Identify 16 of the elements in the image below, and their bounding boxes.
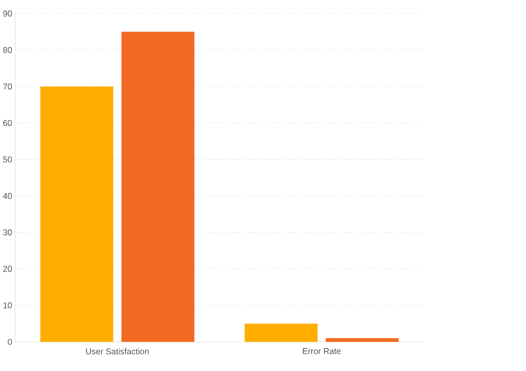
y-tick-label: 50 [3, 156, 12, 162]
y-tick-label: 0 [8, 338, 12, 345]
y-tick-label: 40 [3, 192, 12, 199]
bar [326, 338, 399, 342]
y-tick-label: 20 [3, 266, 12, 272]
y-tick-label: 30 [3, 229, 12, 236]
y-tick-label: 60 [3, 120, 12, 126]
y-tick-label: 70 [3, 83, 12, 90]
x-tick-label: User Satisfaction [86, 348, 149, 354]
bar [40, 86, 114, 342]
y-tick-label: 10 [3, 302, 12, 308]
bar [244, 323, 318, 342]
y-tick-label: 80 [3, 46, 12, 53]
bar [121, 32, 194, 342]
y-tick-label: 90 [3, 10, 12, 16]
x-tick-label: Error Rate [302, 348, 341, 354]
